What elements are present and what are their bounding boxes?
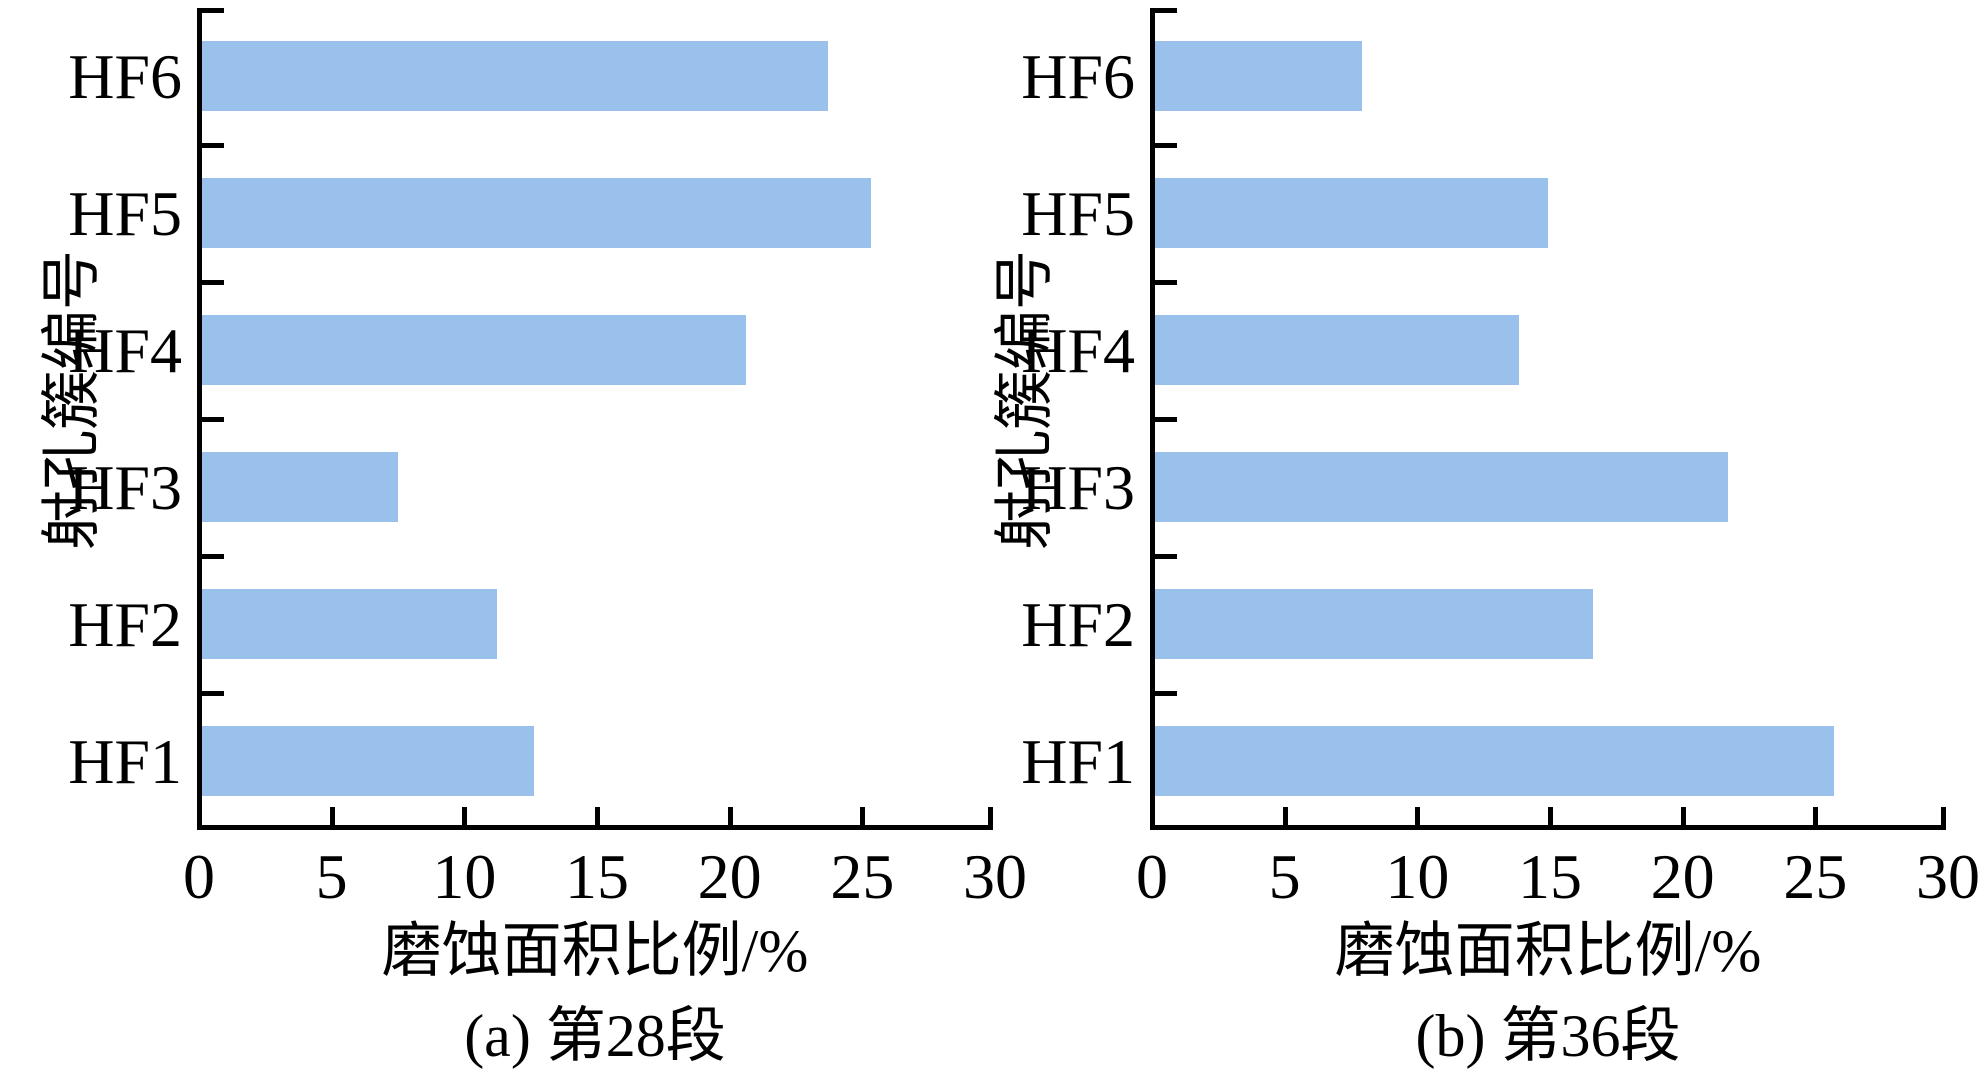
x-tick	[1282, 807, 1288, 825]
category-label-HF3: HF3	[1021, 451, 1135, 523]
x-tick-label: 5	[1268, 841, 1301, 912]
bar-HF3	[1155, 452, 1728, 522]
y-tick	[1155, 8, 1177, 13]
x-tick-label: 5	[315, 841, 348, 912]
bar-HF1	[202, 726, 534, 796]
x-tick-label: 15	[565, 841, 629, 912]
bar-HF2	[202, 589, 497, 659]
bar-HF5	[1155, 178, 1548, 248]
y-tick	[202, 280, 224, 285]
plot-area	[1150, 8, 1946, 830]
x-tick-label: 30	[963, 841, 1027, 912]
x-tick	[988, 807, 993, 825]
x-tick-label: 20	[1650, 841, 1715, 912]
category-label-HF1: HF1	[68, 725, 182, 797]
x-tick-label: 20	[697, 841, 762, 912]
category-label-HF1: HF1	[1021, 725, 1135, 797]
x-tick	[329, 807, 335, 825]
bar-HF5	[202, 178, 871, 248]
x-tick	[1813, 807, 1819, 825]
x-tick	[1680, 807, 1686, 825]
y-tick	[1155, 691, 1177, 696]
y-tick	[1155, 143, 1177, 148]
category-label-HF5: HF5	[68, 177, 182, 249]
category-label-HF2: HF2	[68, 588, 182, 660]
bar-HF4	[1155, 315, 1519, 385]
panel-caption: (b) 第36段	[1415, 1003, 1681, 1069]
bar-HF4	[202, 315, 746, 385]
y-tick	[202, 8, 224, 13]
x-tick	[462, 807, 468, 825]
x-tick	[1548, 807, 1553, 825]
y-tick	[1155, 417, 1177, 422]
bar-HF1	[1155, 726, 1834, 796]
x-tick	[727, 807, 733, 825]
x-tick-label: 15	[1518, 841, 1582, 912]
bar-HF2	[1155, 589, 1593, 659]
x-tick	[1941, 807, 1946, 825]
category-label-HF4: HF4	[68, 314, 182, 386]
x-tick-label: 30	[1916, 841, 1980, 912]
x-tick	[595, 807, 600, 825]
category-label-HF2: HF2	[1021, 588, 1135, 660]
panel-caption: (a) 第28段	[464, 1003, 726, 1069]
x-tick	[1415, 807, 1421, 825]
y-tick	[202, 143, 224, 148]
x-tick-label: 25	[830, 841, 895, 912]
category-label-HF6: HF6	[1021, 40, 1135, 112]
category-label-HF4: HF4	[1021, 314, 1135, 386]
y-tick	[1155, 280, 1177, 285]
y-tick	[202, 417, 224, 422]
bar-HF3	[202, 452, 398, 522]
y-tick	[202, 691, 224, 696]
x-axis-title: 磨蚀面积比例/%	[381, 918, 809, 984]
plot-area	[197, 8, 993, 830]
category-label-HF3: HF3	[68, 451, 182, 523]
y-tick	[202, 554, 224, 559]
x-tick	[860, 807, 866, 825]
category-label-HF5: HF5	[1021, 177, 1135, 249]
x-tick-label: 0	[1136, 841, 1168, 912]
x-tick-label: 10	[1385, 841, 1450, 912]
bar-HF6	[202, 41, 828, 111]
bar-HF6	[1155, 41, 1362, 111]
category-label-HF6: HF6	[68, 40, 182, 112]
x-tick-label: 0	[183, 841, 215, 912]
x-tick-label: 10	[432, 841, 497, 912]
x-tick-label: 25	[1783, 841, 1848, 912]
y-tick	[1155, 554, 1177, 559]
x-axis-title: 磨蚀面积比例/%	[1334, 918, 1762, 984]
y-axis-title: 射孔簇编号	[992, 250, 1058, 550]
y-axis-title: 射孔簇编号	[39, 250, 105, 550]
